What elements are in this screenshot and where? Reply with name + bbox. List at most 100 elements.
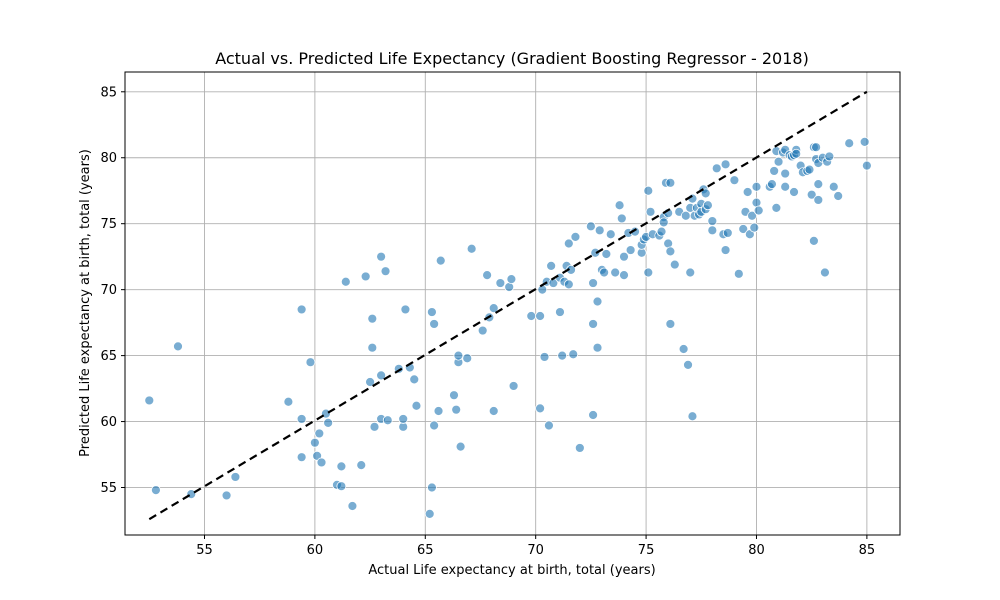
data-point xyxy=(685,267,696,278)
data-point xyxy=(526,311,537,321)
data-point xyxy=(435,255,446,266)
data-point xyxy=(555,307,565,317)
data-point xyxy=(506,274,517,284)
data-point xyxy=(462,353,473,364)
data-point xyxy=(305,357,316,368)
data-point xyxy=(645,206,656,217)
data-point xyxy=(590,247,601,258)
data-point xyxy=(508,381,519,391)
data-point xyxy=(616,213,627,224)
data-point xyxy=(700,188,711,199)
data-point xyxy=(360,271,371,282)
x-tick-label: 70 xyxy=(527,543,544,558)
data-point xyxy=(380,266,391,277)
data-point xyxy=(610,267,621,278)
data-point xyxy=(230,472,241,482)
data-point xyxy=(296,414,307,424)
x-tick-label: 60 xyxy=(307,543,324,558)
data-point xyxy=(665,177,676,188)
y-tick-label: 80 xyxy=(100,151,117,166)
data-point xyxy=(535,403,545,414)
data-point xyxy=(336,481,347,492)
data-point xyxy=(574,443,585,453)
data-point xyxy=(424,508,435,519)
data-point xyxy=(643,185,654,196)
data-point xyxy=(665,319,676,329)
data-point xyxy=(820,267,830,278)
data-point xyxy=(309,437,320,448)
data-point xyxy=(791,148,802,159)
data-point xyxy=(546,261,557,271)
data-point xyxy=(751,181,762,192)
data-point xyxy=(824,151,835,162)
data-point xyxy=(588,278,598,288)
data-point xyxy=(539,352,550,362)
data-point xyxy=(144,395,155,406)
data-point xyxy=(771,202,782,213)
data-point xyxy=(594,225,605,236)
y-tick-label: 75 xyxy=(100,217,117,232)
y-tick-label: 85 xyxy=(100,85,117,100)
data-point xyxy=(369,421,380,432)
data-point xyxy=(296,452,307,463)
data-point xyxy=(773,156,784,167)
data-point xyxy=(563,279,574,290)
data-point xyxy=(687,411,698,422)
data-point xyxy=(722,228,733,238)
data-point xyxy=(789,187,799,197)
data-points xyxy=(144,137,872,519)
data-point xyxy=(314,428,325,439)
data-point xyxy=(588,410,598,420)
data-point xyxy=(568,349,579,360)
data-point xyxy=(656,226,667,237)
data-point xyxy=(376,370,387,381)
data-point xyxy=(323,417,334,428)
data-point xyxy=(221,490,232,501)
data-point xyxy=(703,200,713,211)
data-point xyxy=(828,181,839,192)
data-point xyxy=(488,303,499,314)
data-point xyxy=(844,138,855,149)
data-point xyxy=(833,191,844,201)
data-point xyxy=(544,420,554,431)
data-point xyxy=(861,160,872,171)
x-axis-ticks: 55 60 65 70 75 80 85 xyxy=(196,535,875,558)
data-point xyxy=(588,319,598,329)
grid xyxy=(125,72,900,535)
y-axis-label: Predicted Life expectancy at birth, tota… xyxy=(78,149,93,457)
data-point xyxy=(455,441,466,452)
data-point xyxy=(336,461,347,472)
data-point xyxy=(619,251,629,262)
data-point xyxy=(767,179,777,190)
data-point xyxy=(601,249,612,259)
data-point xyxy=(738,224,749,234)
data-point xyxy=(625,245,636,255)
data-point xyxy=(808,235,819,246)
data-point xyxy=(720,245,731,255)
data-point xyxy=(398,414,409,424)
data-point xyxy=(453,350,464,361)
data-point xyxy=(296,304,307,315)
data-point xyxy=(427,482,437,493)
data-point xyxy=(563,238,574,249)
data-point xyxy=(429,319,440,329)
data-point xyxy=(409,374,420,385)
chart-title: Actual vs. Predicted Life Expectancy (Gr… xyxy=(215,49,809,68)
data-point xyxy=(347,501,358,511)
data-point xyxy=(283,396,294,407)
data-point xyxy=(729,175,740,186)
data-point xyxy=(683,359,693,370)
data-point xyxy=(367,313,378,324)
data-point xyxy=(813,195,824,205)
data-point xyxy=(605,229,616,240)
y-tick-label: 70 xyxy=(100,283,117,298)
y-tick-label: 60 xyxy=(100,415,117,430)
data-point xyxy=(316,457,327,468)
x-axis-label: Actual Life expectancy at birth, total (… xyxy=(368,563,655,578)
data-point xyxy=(592,296,603,307)
data-point xyxy=(669,259,680,270)
data-point xyxy=(537,284,548,295)
data-point xyxy=(535,311,545,321)
data-point xyxy=(382,415,393,426)
